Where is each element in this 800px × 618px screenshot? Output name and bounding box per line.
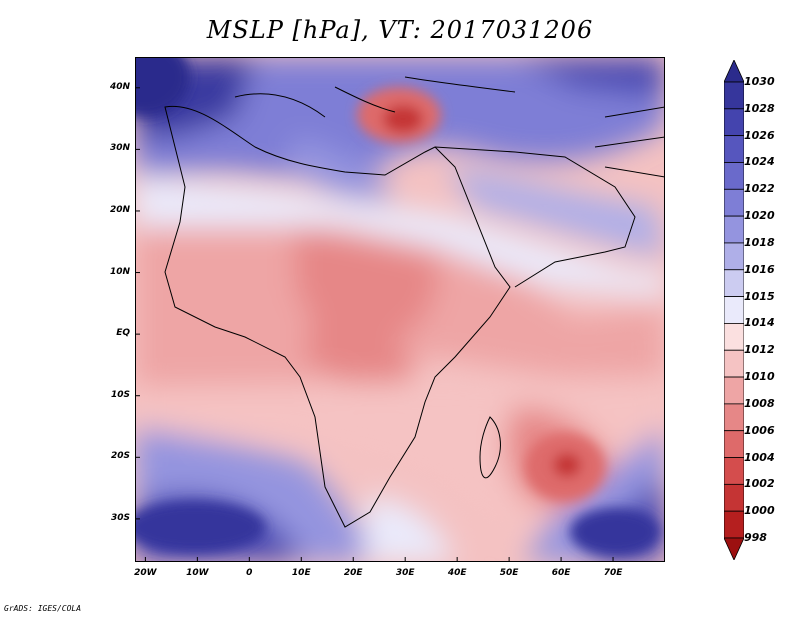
- colorbar-level-label: 1030: [744, 75, 775, 88]
- colorbar-level-label: 1002: [744, 477, 775, 491]
- lon-ticks: [144, 557, 614, 562]
- colorbar-level-label: 1000: [744, 504, 775, 518]
- chart-title: MSLP [hPa], VT: 2017031206: [206, 16, 594, 44]
- colorbar-swatch: [724, 296, 744, 324]
- lat-tick-label: 30N: [109, 143, 130, 154]
- colorbar-swatch: [724, 188, 744, 217]
- colorbar-swatch: [724, 215, 744, 244]
- pressure-centers: [135, 57, 660, 556]
- colorbar-level-label: 1022: [744, 182, 775, 196]
- lat-tick-label: 20N: [109, 204, 130, 215]
- europe-coast: [234, 76, 516, 118]
- colorbar-swatch: [724, 162, 744, 190]
- colorbar-swatch: [724, 269, 744, 297]
- colorbar-swatch: [724, 60, 744, 83]
- lon-tick-label: 70E: [603, 568, 623, 578]
- lat-tick-label: 40N: [109, 81, 130, 92]
- credit-text: GrADS: IGES/COLA: [4, 604, 82, 613]
- asia-coast: [594, 106, 665, 178]
- colorbar-swatch: [724, 135, 744, 163]
- colorbar-swatch: [724, 430, 744, 458]
- colorbar-level-label: 1024: [744, 155, 775, 169]
- colorbar-level-label: 1014: [744, 316, 775, 330]
- lat-tick-label: 20S: [110, 451, 130, 462]
- lon-tick-label: 10W: [186, 568, 209, 578]
- colorbar-swatch: [724, 323, 744, 351]
- colorbar-swatch: [724, 376, 744, 405]
- lon-tick-label: 60E: [551, 568, 571, 578]
- lat-tick-label: 10S: [110, 389, 130, 400]
- colorbar-swatch: [724, 537, 744, 560]
- lon-tick-label: 20E: [343, 568, 363, 578]
- colorbar-level-label: 1012: [744, 343, 775, 357]
- colorbar-level-label: 1026: [744, 128, 775, 142]
- colorbar-swatch: [724, 403, 744, 432]
- colorbar-level-label: 1016: [744, 262, 775, 276]
- lon-tick-label: 30E: [395, 568, 415, 578]
- lon-tick-label: 10E: [291, 568, 311, 578]
- coastlines: [164, 76, 665, 528]
- colorbar-level-label: 1018: [744, 235, 775, 249]
- madagascar-coast: [479, 416, 501, 479]
- colorbar-level-label: 1004: [744, 450, 775, 464]
- arabia-coast: [434, 146, 636, 288]
- map-panel: [135, 57, 665, 562]
- colorbar-swatch: [724, 457, 744, 485]
- colorbar: [724, 60, 744, 560]
- colorbar-level-label: 998: [744, 531, 767, 544]
- lat-tick-label: 10N: [109, 266, 130, 277]
- colorbar-level-label: 1015: [744, 289, 775, 303]
- colorbar-level-label: 1028: [744, 101, 775, 115]
- lon-tick-label: 0: [246, 568, 253, 578]
- africa-coast: [164, 105, 511, 528]
- colorbar-level-label: 1006: [744, 423, 775, 437]
- colorbar-level-label: 1008: [744, 396, 775, 410]
- lat-tick-label: EQ: [116, 328, 130, 339]
- colorbar-swatch: [724, 510, 744, 539]
- colorbar-swatch: [724, 108, 744, 137]
- map-frame: [135, 57, 665, 562]
- colorbar-level-label: 1020: [744, 209, 775, 223]
- colorbar-swatch: [724, 242, 744, 271]
- lon-tick-label: 20W: [134, 568, 157, 578]
- colorbar-swatch: [724, 483, 744, 512]
- lat-ticks: [135, 87, 140, 520]
- colorbar-swatch: [724, 349, 744, 378]
- pressure-map: [135, 57, 665, 562]
- lat-tick-label: 30S: [110, 512, 130, 523]
- lon-tick-label: 40E: [447, 568, 467, 578]
- colorbar-level-label: 1010: [744, 370, 775, 384]
- lon-tick-label: 50E: [499, 568, 519, 578]
- colorbar-swatch: [724, 81, 744, 110]
